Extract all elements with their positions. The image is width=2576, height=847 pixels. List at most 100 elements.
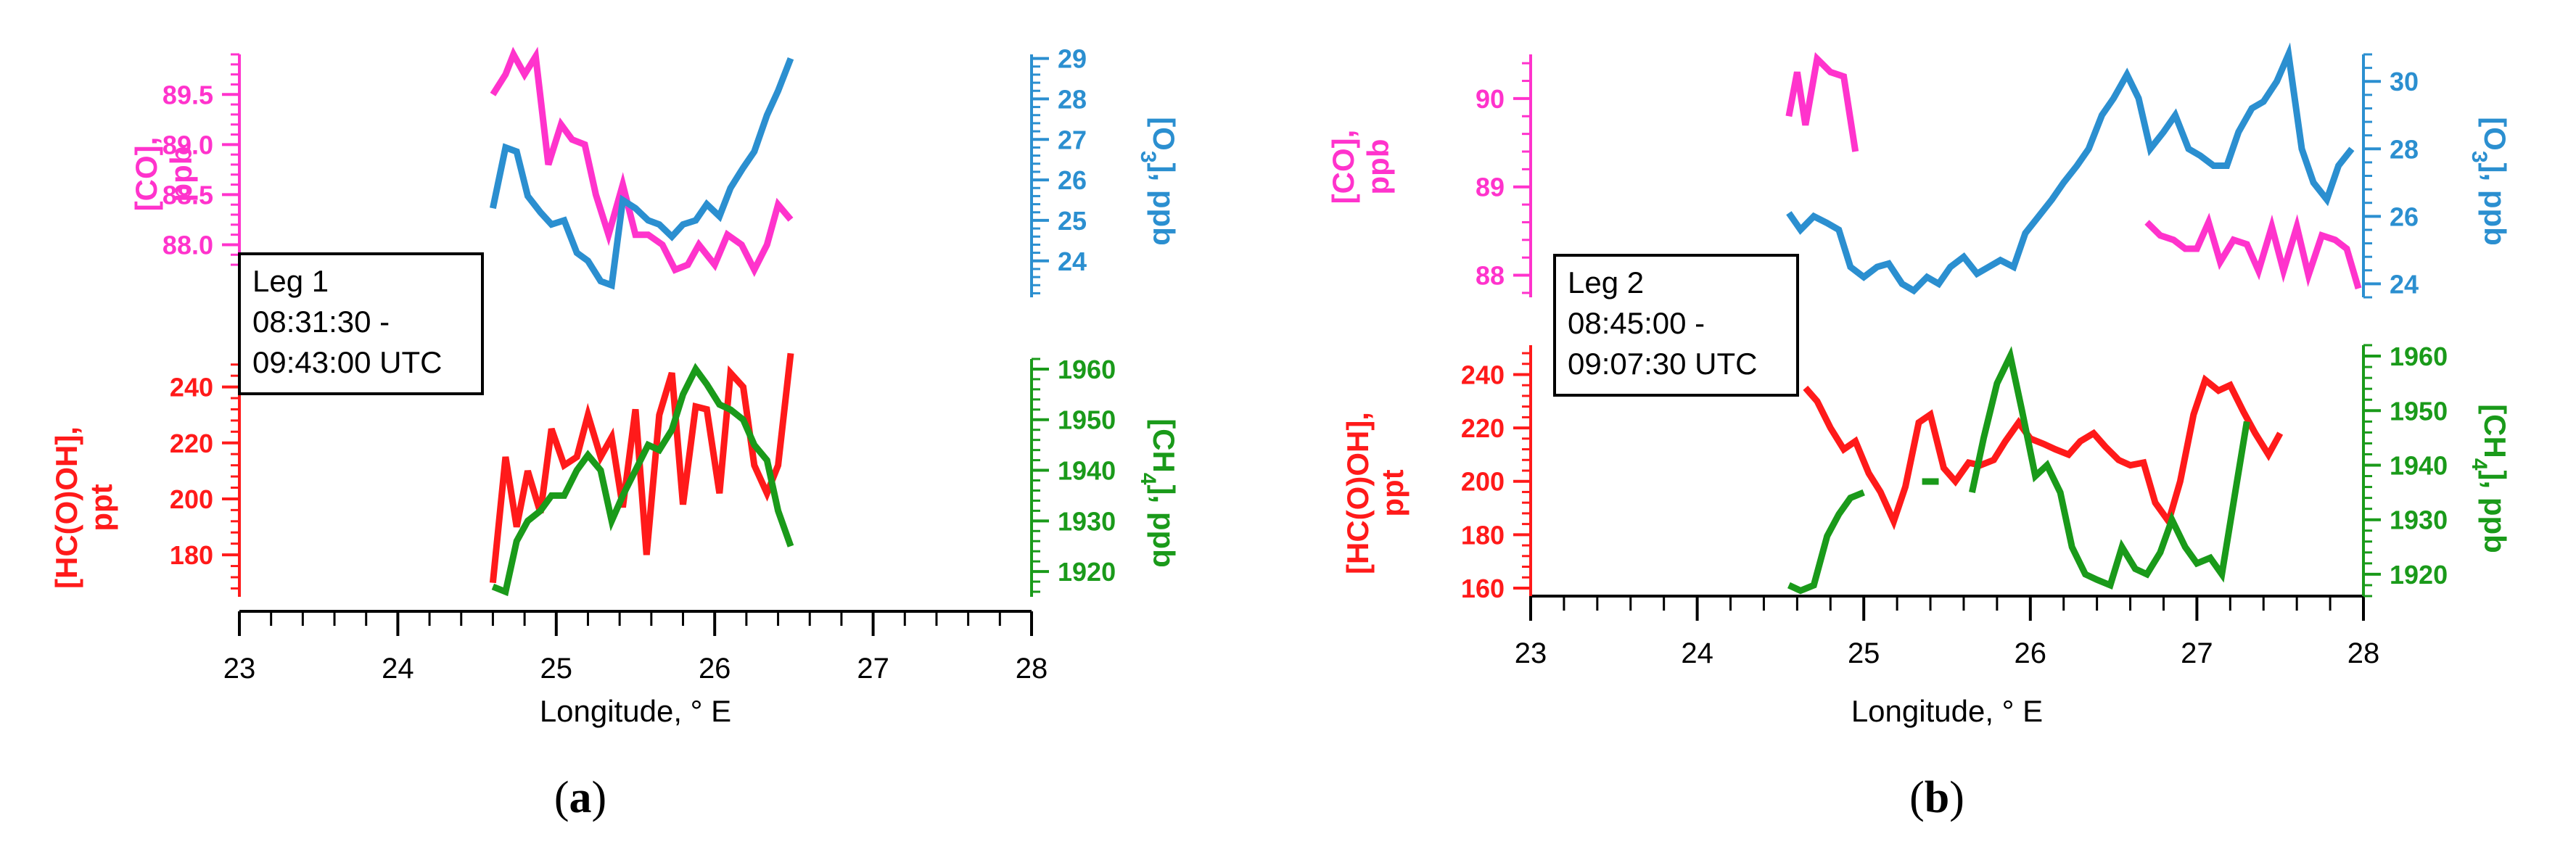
o3-axis-tick-label: 28 bbox=[2390, 134, 2419, 164]
ch4-axis-tick-label: 1920 bbox=[1058, 557, 1116, 587]
x-tick-label: 26 bbox=[2015, 637, 2047, 669]
panel-label: (a) bbox=[554, 773, 606, 822]
legend-frame bbox=[1553, 254, 1799, 397]
o3-axis-tick-label: 27 bbox=[1058, 125, 1087, 154]
o3-axis-tick-label: 29 bbox=[1058, 44, 1087, 74]
co-axis-tick-label: 89.0 bbox=[162, 130, 213, 160]
series-line-o3 bbox=[1786, 42, 2355, 295]
co-axis-label-line: ppb bbox=[1361, 139, 1395, 195]
ch4-axis-tick-label: 1960 bbox=[1058, 355, 1116, 384]
x-tick-label: 28 bbox=[2347, 637, 2380, 669]
panel-label: (b) bbox=[1909, 773, 1964, 822]
x-axis-label: Longitude, ° E bbox=[1851, 694, 2043, 728]
series-line-ch4 bbox=[491, 363, 794, 597]
series-hcooh bbox=[1803, 374, 2284, 531]
o3-axis-tick-label: 30 bbox=[2390, 67, 2419, 96]
legend-text: 09:43:00 UTC bbox=[252, 345, 442, 379]
o3-axis-label: [O3], ppb bbox=[1137, 117, 1182, 246]
co-axis: 88 89 90 bbox=[1476, 54, 1532, 297]
x-axis: 23 24 25 26 27 28 Longitude, ° E bbox=[223, 610, 1048, 728]
co-axis: 88.0 88.5 89.0 89.5 bbox=[162, 53, 241, 270]
hcooh-axis-label-line: ppt bbox=[1375, 469, 1410, 516]
x-tick-label: 25 bbox=[540, 653, 573, 685]
hcooh-axis-tick-label: 220 bbox=[1461, 413, 1505, 443]
o3-axis-tick-label: 25 bbox=[1058, 206, 1087, 236]
co-axis-tick-label: 88.5 bbox=[162, 180, 213, 210]
ch4-axis-tick-label: 1950 bbox=[1058, 405, 1116, 435]
hcooh-axis-tick-label: 240 bbox=[170, 373, 213, 402]
ch4-axis-label: [CH4], ppb bbox=[1137, 418, 1182, 568]
series-line-co bbox=[1785, 51, 1859, 152]
hcooh-axis-label: [HC(O)OH],ppt bbox=[1341, 412, 1410, 574]
series-line-hcooh bbox=[1803, 374, 2284, 531]
series-hcooh bbox=[489, 352, 794, 584]
hcooh-axis-label: [HC(O)OH],ppt bbox=[49, 426, 118, 589]
series-o3 bbox=[1786, 42, 2355, 295]
co-axis-tick-label: 88.0 bbox=[162, 230, 213, 260]
series-line-ch4 bbox=[1787, 489, 1865, 595]
ch4-axis: 1920 1930 1940 1950 1960 bbox=[2362, 342, 2448, 598]
ch4-axis-tick-label: 1920 bbox=[2390, 560, 2448, 590]
ch4-axis-tick-label: 1930 bbox=[2390, 505, 2448, 535]
chart-panel-a: 23 24 25 26 27 28 Longitude, ° E 88.0 88.5 89.0 89… bbox=[49, 44, 1181, 822]
hcooh-axis-label-line: ppt bbox=[84, 484, 118, 531]
ch4-axis-label: [CH4], ppb bbox=[2468, 404, 2513, 553]
series-co bbox=[1785, 51, 2362, 290]
co-axis-label-line: [CO], bbox=[1326, 130, 1360, 204]
hcooh-axis: 160 180 200 220 240 bbox=[1461, 345, 1532, 603]
legend-box: Leg 2 08:45:00 - 09:07:30 UTC bbox=[1553, 254, 1799, 397]
co-axis-label: [CO],ppb bbox=[129, 137, 198, 212]
legend-text: Leg 1 bbox=[252, 264, 329, 298]
x-tick-label: 26 bbox=[699, 653, 731, 685]
series-ch4 bbox=[491, 363, 794, 597]
x-tick-label: 28 bbox=[1016, 653, 1048, 685]
co-axis-tick-label: 88 bbox=[1476, 261, 1505, 291]
hcooh-axis-tick-label: 180 bbox=[170, 540, 213, 570]
ch4-axis-tick-label: 1940 bbox=[1058, 456, 1116, 486]
x-tick-label: 23 bbox=[223, 653, 256, 685]
x-tick-label: 25 bbox=[1848, 637, 1880, 669]
co-axis-label-line: ppb bbox=[164, 146, 198, 202]
o3-axis: 24 26 28 30 bbox=[2362, 53, 2419, 299]
ch4-axis-tick-label: 1950 bbox=[2390, 396, 2448, 426]
co-axis-tick-label: 89.5 bbox=[162, 80, 213, 110]
o3-axis-tick-label: 24 bbox=[1058, 247, 1087, 276]
o3-axis: 24 25 26 27 28 29 bbox=[1030, 44, 1087, 297]
x-tick-label: 27 bbox=[857, 653, 889, 685]
ch4-axis-tick-label: 1930 bbox=[1058, 506, 1116, 536]
co-axis-tick-label: 89 bbox=[1476, 173, 1505, 202]
o3-axis-tick-label: 26 bbox=[2390, 202, 2419, 231]
ch4-axis-tick-label: 1960 bbox=[2390, 342, 2448, 371]
co-axis-tick-label: 90 bbox=[1476, 84, 1505, 114]
chart-panel-b: 23 24 25 26 27 28 Longitude, ° E 88 89 90 24 26 28 30… bbox=[1326, 42, 2513, 822]
hcooh-axis-tick-label: 180 bbox=[1461, 520, 1505, 550]
series-o3 bbox=[489, 57, 794, 290]
x-tick-label: 24 bbox=[382, 653, 414, 685]
o3-axis-tick-label: 24 bbox=[2390, 269, 2419, 299]
hcooh-axis-tick-label: 200 bbox=[170, 484, 213, 514]
x-tick-label: 24 bbox=[1681, 637, 1713, 669]
series-line-co bbox=[2144, 212, 2362, 290]
hcooh-axis-tick-label: 200 bbox=[1461, 467, 1505, 497]
series-line-o3 bbox=[489, 57, 794, 290]
series-line-ch4 bbox=[1968, 346, 2250, 590]
hcooh-axis-tick-label: 160 bbox=[1461, 574, 1505, 603]
o3-axis-label: [O3], ppb bbox=[2468, 117, 2513, 246]
hcooh-axis-label-line: [HC(O)OH], bbox=[49, 426, 83, 589]
series-co bbox=[490, 46, 794, 277]
co-axis-label-line: [CO], bbox=[129, 137, 163, 212]
x-tick-label: 27 bbox=[2181, 637, 2213, 669]
hcooh-axis-tick-label: 220 bbox=[170, 429, 213, 458]
x-tick-label: 23 bbox=[1515, 637, 1547, 669]
series-ch4 bbox=[1787, 346, 2250, 595]
ch4-axis: 1920 1930 1940 1950 1960 bbox=[1030, 355, 1116, 597]
legend-text: 08:45:00 - bbox=[1568, 306, 1705, 340]
o3-axis-tick-label: 28 bbox=[1058, 84, 1087, 114]
x-axis-label: Longitude, ° E bbox=[540, 694, 731, 728]
legend-frame bbox=[238, 252, 484, 395]
legend-text: Leg 2 bbox=[1568, 265, 1644, 299]
legend-box: Leg 1 08:31:30 - 09:43:00 UTC bbox=[238, 252, 484, 395]
ch4-axis-tick-label: 1940 bbox=[2390, 450, 2448, 480]
hcooh-axis-label-line: [HC(O)OH], bbox=[1341, 412, 1375, 574]
